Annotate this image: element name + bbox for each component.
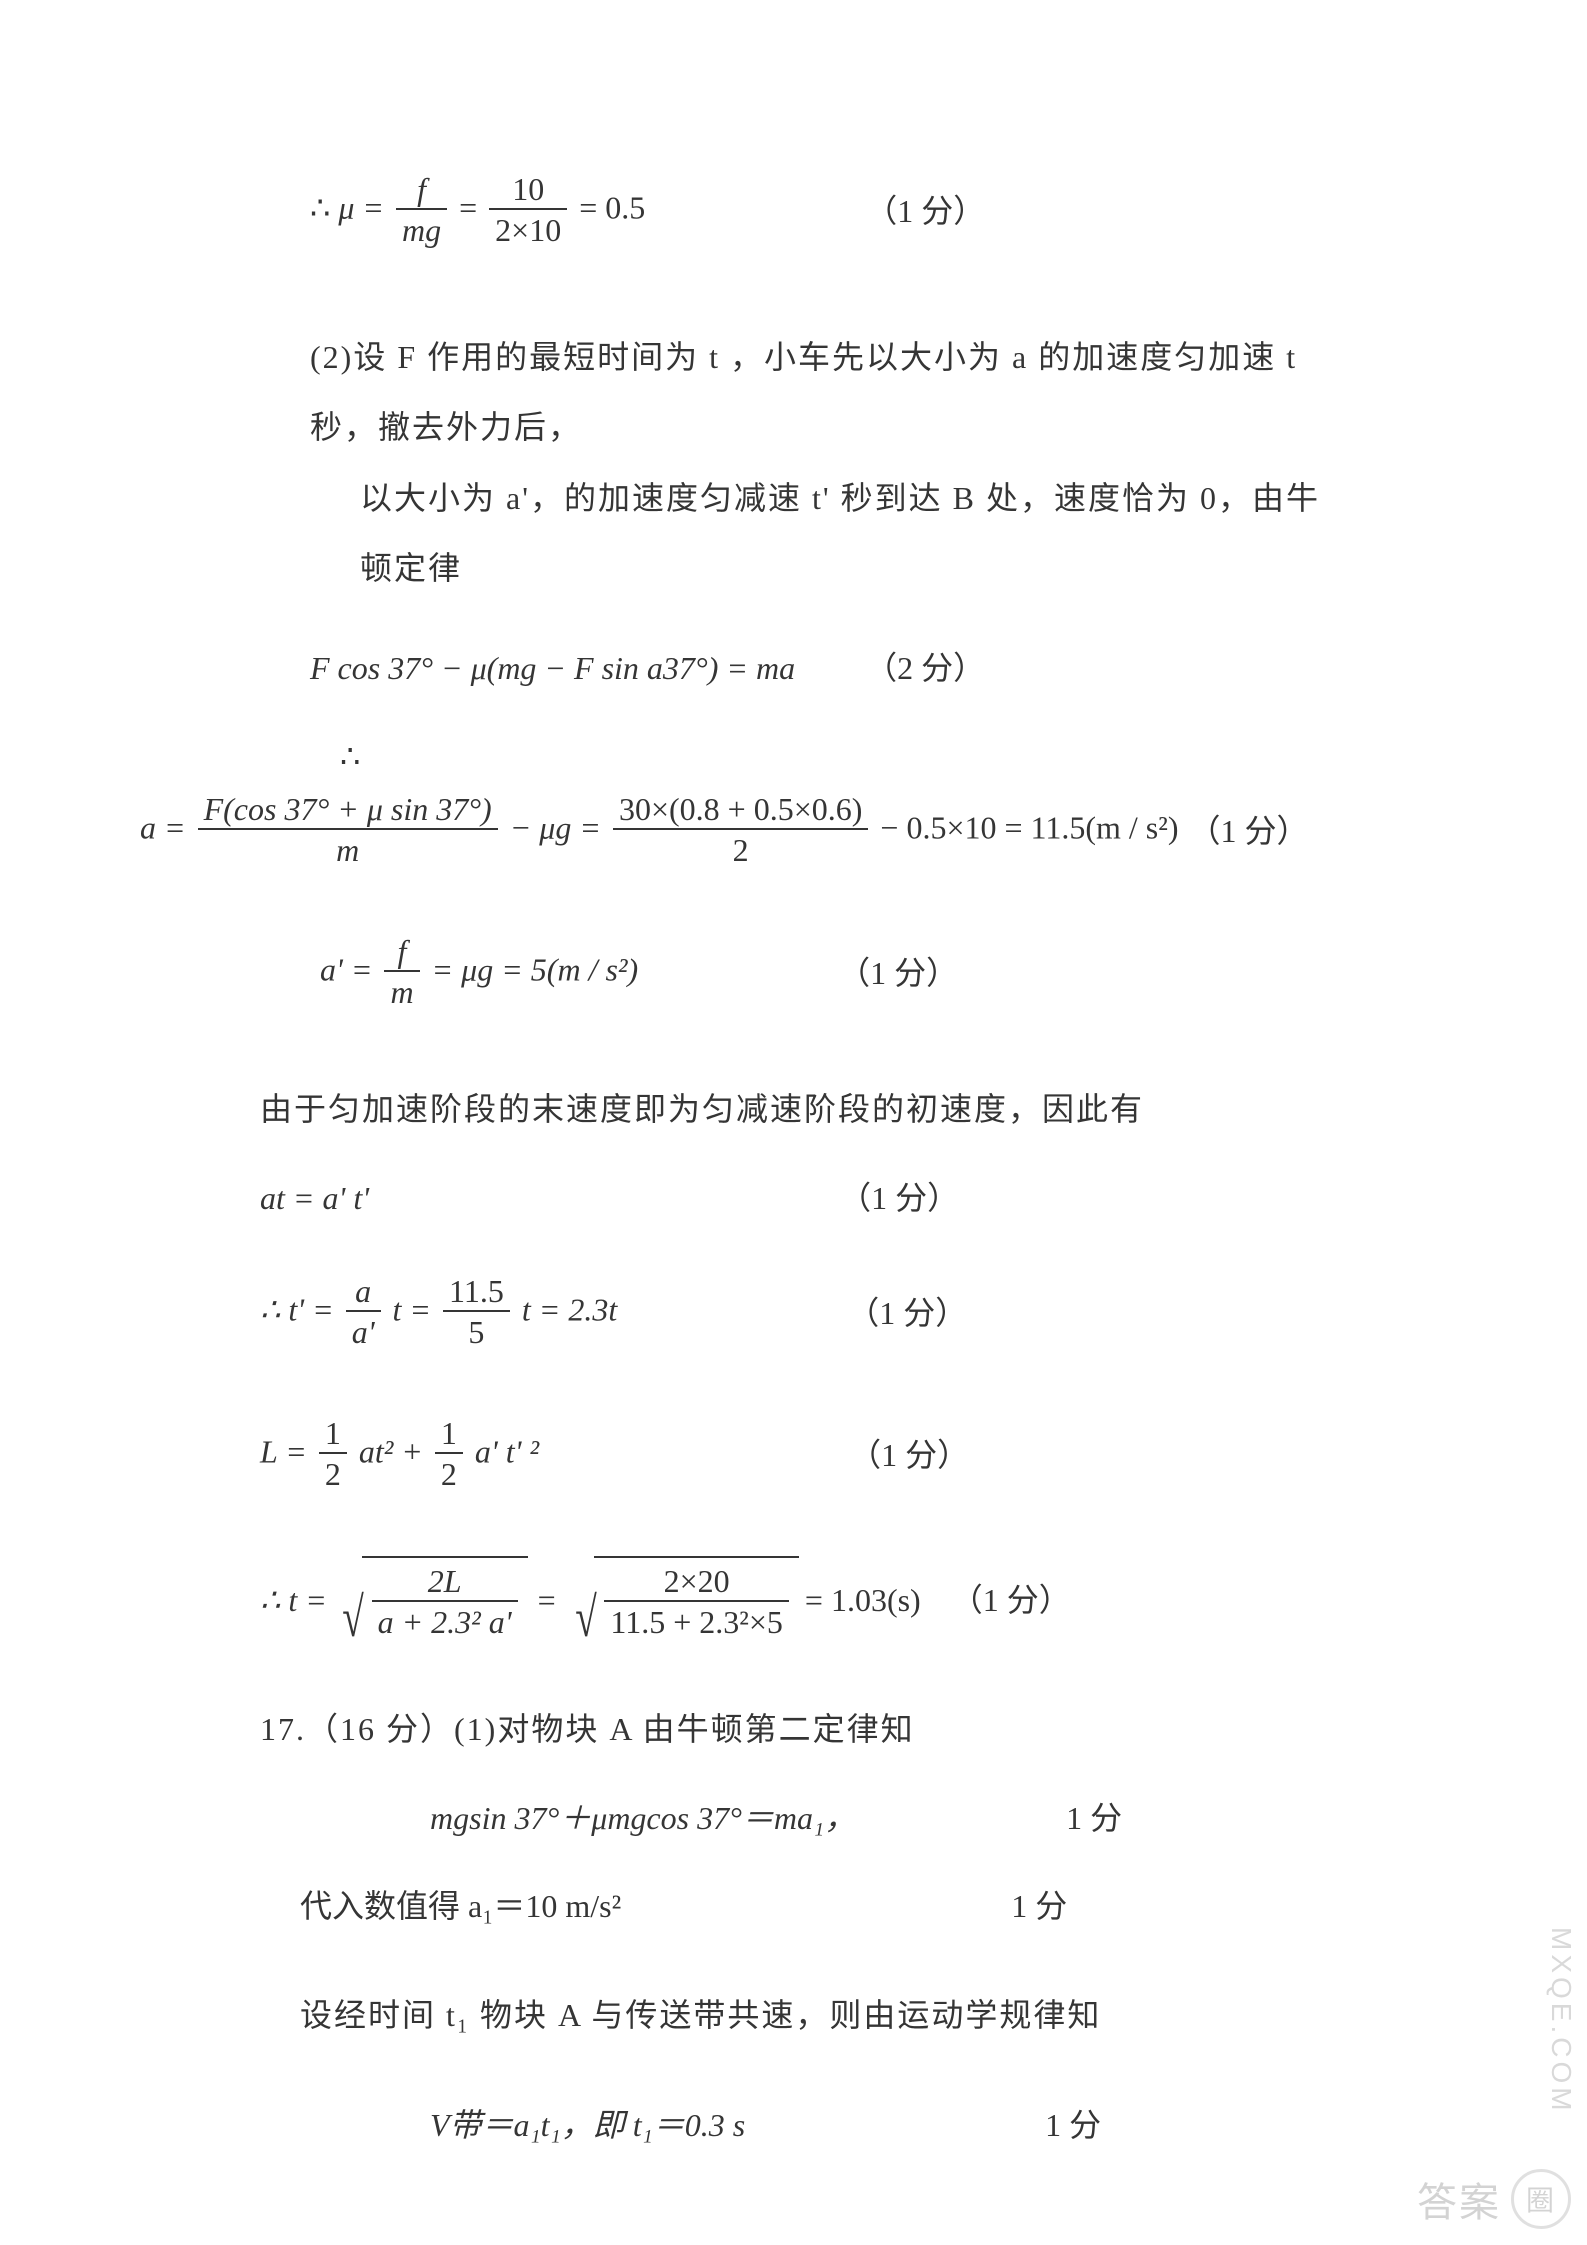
eq-vbelt: V带＝a₁t₁，即 t₁＝0.3 s 1 分	[260, 2101, 1337, 2149]
num: 1	[319, 1414, 347, 1454]
rhs: = 1.03(s)	[805, 1576, 921, 1624]
text: (2)设 F 作用的最短时间为 t ，小车先以大小为 a 的加速度匀加速 t 秒…	[310, 339, 1297, 445]
eq-text: V带＝a₁t₁，即 t₁＝0.3 s	[430, 2101, 745, 2149]
eq-a: a = F(cos 37° + μ sin 37°)m − μg = 30×(0…	[140, 790, 1337, 872]
therefore-only: ∴	[260, 732, 1337, 780]
eq-at: at = a' t' （1 分）	[260, 1174, 1337, 1222]
score: （1 分）	[838, 949, 958, 997]
watermark-corner: 答案 圈	[1417, 2169, 1571, 2229]
eq-mu: ∴ μ = fmg = 102×10 = 0.5 （1 分）	[260, 170, 1337, 252]
score: 1 分	[1066, 1794, 1122, 1842]
den: 2	[319, 1454, 347, 1496]
den: 2	[435, 1454, 463, 1496]
num: a	[346, 1272, 381, 1312]
den: a'	[346, 1312, 381, 1354]
q17-heading: 17.（16 分）(1)对物块 A 由牛顿第二定律知	[260, 1694, 1337, 1764]
mid: − μg =	[510, 809, 601, 845]
num: 30×(0.8 + 0.5×0.6)	[613, 790, 868, 830]
eq-text: F cos 37° − μ(mg − F sin a37°) = ma	[310, 644, 795, 692]
den: a + 2.3² a'	[372, 1602, 518, 1644]
eq-aprime: a' = fm = μg = 5(m / s²) （1 分）	[260, 932, 1337, 1014]
text: 17.（16 分）(1)对物块 A 由牛顿第二定律知	[260, 1711, 915, 1747]
page: ∴ μ = fmg = 102×10 = 0.5 （1 分） (2)设 F 作用…	[0, 0, 1587, 2245]
eq-text: ∴ μ = fmg = 102×10 = 0.5	[310, 170, 645, 252]
eq-q17-1: mgsin 37°＋μmgcos 37°＝ma₁， 1 分	[260, 1794, 1337, 1842]
text: 设经时间 t₁ 物块 A 与传送带共速，则由运动学规律知	[300, 1997, 1101, 2033]
score: 1 分	[1011, 1882, 1067, 1930]
rhs: t = 2.3t	[522, 1291, 617, 1327]
prefix: ∴ t =	[260, 1576, 327, 1624]
eq-mid: =	[459, 189, 477, 225]
eq-L: L = 12 at² + 12 a' t' ² （1 分）	[260, 1414, 1337, 1496]
eq-tprime: ∴ t' = aa' t = 11.55 t = 2.3t （1 分）	[260, 1272, 1337, 1354]
den: 2	[613, 830, 868, 872]
a1-result: 代入数值得 a₁＝10 m/s² 1 分	[260, 1882, 1337, 1930]
t1-setup: 设经时间 t₁ 物块 A 与传送带共速，则由运动学规律知	[260, 1980, 1337, 2050]
num: F(cos 37° + μ sin 37°)	[198, 790, 498, 830]
score: （1 分）	[839, 1174, 959, 1222]
score: （1 分）	[1189, 807, 1309, 855]
den: m	[384, 972, 419, 1014]
num: 10	[489, 170, 567, 210]
num: 1	[435, 1414, 463, 1454]
watermark-side-text: MXQE.COM	[1546, 1927, 1577, 2115]
lhs: a =	[140, 809, 186, 845]
eq-text: a' = fm = μg = 5(m / s²)	[320, 932, 638, 1014]
eq-newton: F cos 37° − μ(mg − F sin a37°) = ma （2 分…	[260, 644, 1337, 692]
sqrt-2: √ 2×2011.5 + 2.3²×5	[566, 1556, 799, 1644]
lhs: a' =	[320, 951, 372, 987]
rhs: = μg = 5(m / s²)	[432, 951, 639, 987]
therefore-sym: ∴	[310, 189, 338, 225]
num: 2L	[372, 1562, 518, 1602]
problem-setup-2: 以大小为 a'，的加速度匀减速 t' 秒到达 B 处，速度恰为 0，由牛顿定律	[260, 463, 1337, 604]
watermark-text: 答案	[1417, 2170, 1501, 2228]
num: f	[396, 170, 447, 210]
transition-text: 由于匀加速阶段的末速度即为匀减速阶段的初速度，因此有	[260, 1074, 1337, 1144]
den: m	[198, 830, 498, 872]
eq-text: at = a' t'	[260, 1174, 369, 1222]
prefix: ∴ t' =	[260, 1291, 334, 1327]
eq-text: mgsin 37°＋μmgcos 37°＝ma₁，	[430, 1794, 856, 1842]
text: 以大小为 a'，的加速度匀减速 t' 秒到达 B 处，速度恰为 0，由牛顿定律	[360, 480, 1320, 586]
watermark-side: MXQE.COM	[1545, 1927, 1577, 2115]
mid: t =	[393, 1291, 431, 1327]
num: 2×20	[604, 1562, 789, 1602]
watermark-circle-icon: 圈	[1511, 2169, 1571, 2229]
score: 1 分	[1045, 2101, 1101, 2149]
eq-text: a = F(cos 37° + μ sin 37°)m − μg = 30×(0…	[140, 790, 1179, 872]
eq-t-final: ∴ t = √ 2La + 2.3² a' = √ 2×2011.5 + 2.3…	[260, 1556, 1337, 1644]
mid: =	[538, 1576, 556, 1624]
sqrt-1: √ 2La + 2.3² a'	[333, 1556, 528, 1644]
den: mg	[396, 210, 447, 252]
problem-setup-1: (2)设 F 作用的最短时间为 t ，小车先以大小为 a 的加速度匀加速 t 秒…	[260, 322, 1337, 463]
lhs: L =	[260, 1433, 307, 1469]
mid: at² +	[359, 1433, 423, 1469]
num: 11.5	[443, 1272, 510, 1312]
rhs: = 0.5	[579, 189, 645, 225]
eq-text: ∴ t = √ 2La + 2.3² a' = √ 2×2011.5 + 2.3…	[260, 1556, 921, 1644]
eq-text: ∴ t' = aa' t = 11.55 t = 2.3t	[260, 1272, 617, 1354]
lhs: μ =	[338, 189, 384, 225]
den: 11.5 + 2.3²×5	[604, 1602, 789, 1644]
score: （2 分）	[865, 644, 985, 692]
score: （1 分）	[849, 1431, 969, 1479]
score: （1 分）	[865, 187, 985, 235]
text: 由于匀加速阶段的末速度即为匀减速阶段的初速度，因此有	[260, 1091, 1144, 1127]
den: 2×10	[489, 210, 567, 252]
circle-text: 圈	[1526, 2179, 1556, 2219]
score: （1 分）	[951, 1576, 1071, 1624]
score: （1 分）	[847, 1289, 967, 1337]
eq-text: L = 12 at² + 12 a' t' ²	[260, 1414, 539, 1496]
num: f	[384, 932, 419, 972]
den: 5	[443, 1312, 510, 1354]
rhs: a' t' ²	[475, 1433, 539, 1469]
rhs: − 0.5×10 = 11.5(m / s²)	[880, 809, 1178, 845]
therefore-sym: ∴	[340, 732, 360, 780]
text: 代入数值得 a₁＝10 m/s²	[300, 1882, 621, 1930]
